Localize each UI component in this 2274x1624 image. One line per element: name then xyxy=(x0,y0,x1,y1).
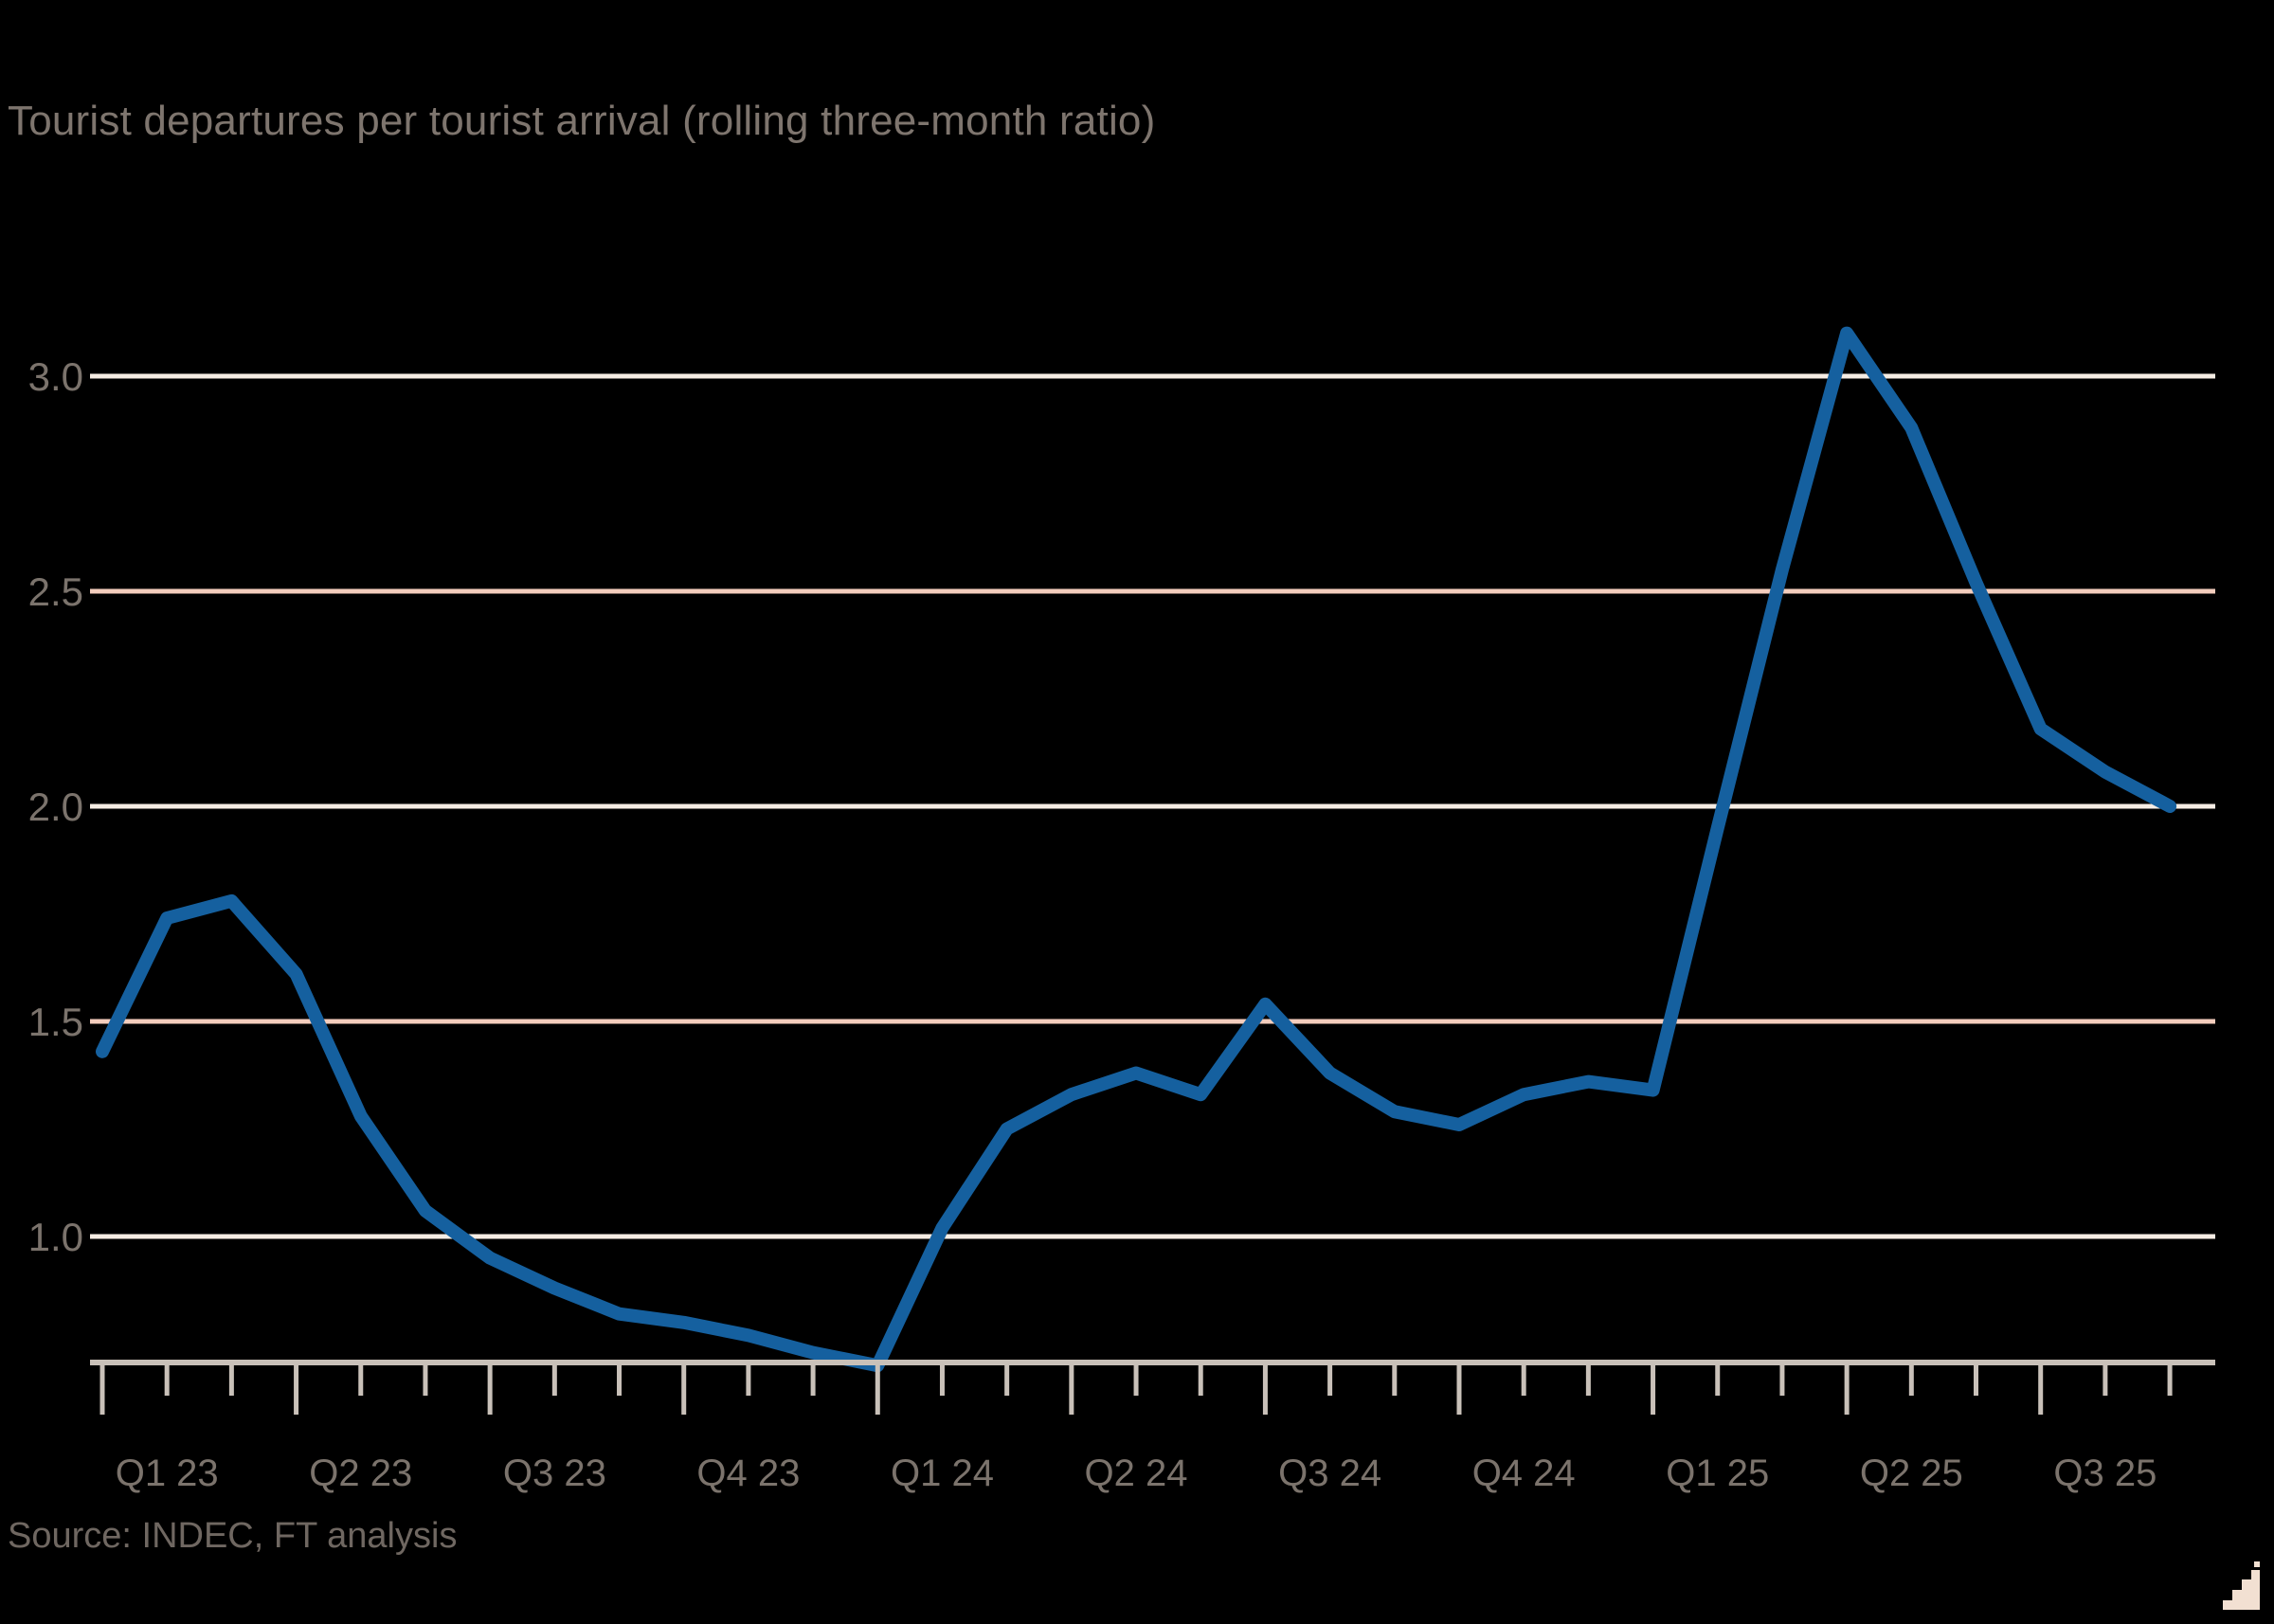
gridlines xyxy=(90,373,2215,1239)
y-tick-label: 1.0 xyxy=(28,1215,83,1259)
x-tick-label: Q2 24 xyxy=(1085,1453,1188,1494)
ratio-line xyxy=(96,326,2177,1373)
y-tick-label: 3.0 xyxy=(28,354,83,399)
x-tick-label: Q4 24 xyxy=(1472,1453,1576,1494)
chart-title: Tourist departures per tourist arrival (… xyxy=(8,98,1156,144)
x-tick-label: Q3 25 xyxy=(2053,1453,2157,1494)
x-tick-label: Q1 24 xyxy=(891,1453,994,1494)
data-series xyxy=(96,326,2177,1373)
ft-mark-dot xyxy=(2254,1561,2260,1567)
x-tick-label: Q2 23 xyxy=(309,1453,412,1494)
y-axis-labels: 1.0 1.5 2.0 2.5 3.0 xyxy=(28,354,83,1259)
x-tick-label: Q3 24 xyxy=(1278,1453,1381,1494)
x-axis-labels: Q1 23 Q2 23 Q3 23 Q4 23 Q1 24 Q2 24 Q3 24 Q4 24… xyxy=(116,1453,2157,1494)
source-caption: Source: INDEC, FT analysis xyxy=(8,1516,458,1556)
x-tick-label: Q4 23 xyxy=(696,1453,800,1494)
x-axis xyxy=(90,1360,2215,1415)
y-tick-label: 2.5 xyxy=(28,569,83,614)
x-tick-label: Q3 23 xyxy=(503,1453,606,1494)
y-tick-label: 1.5 xyxy=(28,1000,83,1044)
x-tick-label: Q1 23 xyxy=(116,1453,219,1494)
x-tick-label: Q2 25 xyxy=(1860,1453,1963,1494)
x-tick-label: Q1 25 xyxy=(1666,1453,1769,1494)
ft-stepped-triangle-icon xyxy=(2223,1570,2260,1610)
y-tick-label: 2.0 xyxy=(28,785,83,829)
